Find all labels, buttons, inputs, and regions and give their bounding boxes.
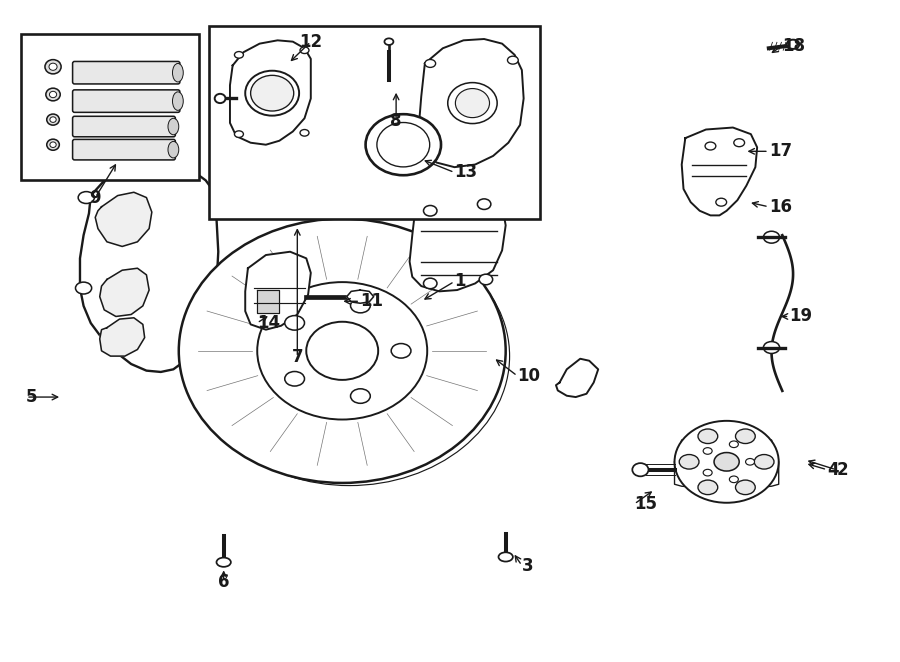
- Ellipse shape: [448, 83, 497, 124]
- Ellipse shape: [47, 114, 59, 125]
- Text: 1: 1: [454, 273, 466, 291]
- Text: 3: 3: [522, 557, 534, 575]
- Ellipse shape: [50, 117, 56, 122]
- Ellipse shape: [455, 89, 490, 118]
- Ellipse shape: [698, 480, 717, 495]
- Ellipse shape: [284, 371, 304, 386]
- Ellipse shape: [703, 469, 712, 476]
- Ellipse shape: [173, 64, 184, 82]
- Text: 13: 13: [454, 164, 478, 181]
- Text: 4: 4: [827, 461, 839, 479]
- Ellipse shape: [745, 459, 754, 465]
- Ellipse shape: [168, 142, 179, 158]
- Text: 6: 6: [218, 573, 230, 591]
- Ellipse shape: [392, 344, 411, 358]
- FancyBboxPatch shape: [73, 140, 176, 160]
- Ellipse shape: [46, 88, 60, 101]
- Ellipse shape: [425, 60, 436, 68]
- Ellipse shape: [139, 159, 155, 171]
- Ellipse shape: [45, 60, 61, 74]
- Ellipse shape: [735, 480, 755, 495]
- Ellipse shape: [734, 139, 744, 147]
- Ellipse shape: [763, 342, 779, 354]
- Ellipse shape: [714, 453, 739, 471]
- Ellipse shape: [424, 278, 437, 289]
- Ellipse shape: [763, 231, 779, 243]
- Ellipse shape: [76, 282, 92, 294]
- Ellipse shape: [703, 448, 712, 454]
- Ellipse shape: [168, 118, 179, 135]
- Text: 7: 7: [292, 348, 303, 367]
- Ellipse shape: [384, 38, 393, 45]
- Ellipse shape: [49, 63, 57, 70]
- Polygon shape: [100, 318, 145, 356]
- Text: 8: 8: [391, 112, 402, 130]
- Ellipse shape: [257, 282, 428, 420]
- Ellipse shape: [424, 205, 437, 216]
- Ellipse shape: [300, 130, 309, 136]
- Polygon shape: [256, 290, 279, 312]
- FancyBboxPatch shape: [73, 90, 180, 113]
- Text: 11: 11: [360, 292, 383, 310]
- Ellipse shape: [499, 552, 513, 561]
- Bar: [21, 34, 199, 180]
- Polygon shape: [346, 290, 374, 303]
- Ellipse shape: [377, 122, 429, 167]
- Polygon shape: [418, 39, 524, 167]
- Text: 2: 2: [836, 461, 848, 479]
- Text: 18: 18: [782, 36, 806, 55]
- Ellipse shape: [217, 557, 231, 567]
- Ellipse shape: [215, 94, 226, 103]
- Text: 14: 14: [256, 314, 280, 332]
- Text: 19: 19: [789, 307, 813, 326]
- Text: 15: 15: [634, 495, 657, 513]
- Text: 9: 9: [89, 189, 101, 207]
- Polygon shape: [230, 40, 310, 145]
- Ellipse shape: [250, 75, 293, 111]
- Ellipse shape: [300, 47, 309, 54]
- Ellipse shape: [350, 299, 370, 313]
- Polygon shape: [245, 252, 310, 330]
- FancyBboxPatch shape: [73, 62, 180, 84]
- Ellipse shape: [633, 463, 649, 477]
- Ellipse shape: [698, 429, 717, 444]
- Polygon shape: [80, 160, 219, 372]
- Ellipse shape: [235, 131, 243, 138]
- Ellipse shape: [47, 139, 59, 150]
- Polygon shape: [681, 128, 757, 215]
- Polygon shape: [100, 268, 149, 316]
- Ellipse shape: [716, 198, 726, 206]
- Ellipse shape: [245, 71, 299, 116]
- Ellipse shape: [479, 274, 492, 285]
- Ellipse shape: [705, 142, 716, 150]
- Ellipse shape: [284, 316, 304, 330]
- Ellipse shape: [477, 199, 490, 209]
- Ellipse shape: [787, 40, 799, 49]
- Text: 12: 12: [299, 32, 322, 51]
- Ellipse shape: [674, 421, 778, 502]
- Ellipse shape: [50, 91, 57, 98]
- Ellipse shape: [235, 52, 243, 58]
- Ellipse shape: [78, 191, 94, 203]
- Polygon shape: [410, 191, 506, 291]
- Text: 17: 17: [769, 142, 792, 160]
- Ellipse shape: [729, 476, 738, 483]
- Polygon shape: [95, 192, 152, 246]
- Text: 16: 16: [769, 198, 792, 216]
- Ellipse shape: [754, 455, 774, 469]
- Ellipse shape: [735, 429, 755, 444]
- FancyBboxPatch shape: [73, 117, 176, 137]
- Text: 10: 10: [518, 367, 540, 385]
- Ellipse shape: [350, 389, 370, 403]
- Ellipse shape: [173, 92, 184, 111]
- Ellipse shape: [365, 114, 441, 175]
- Ellipse shape: [179, 218, 506, 483]
- Ellipse shape: [50, 142, 56, 148]
- Ellipse shape: [306, 322, 378, 380]
- Ellipse shape: [729, 441, 738, 448]
- Text: 5: 5: [26, 388, 38, 406]
- Bar: [210, 26, 540, 218]
- Ellipse shape: [508, 56, 518, 64]
- Ellipse shape: [680, 455, 699, 469]
